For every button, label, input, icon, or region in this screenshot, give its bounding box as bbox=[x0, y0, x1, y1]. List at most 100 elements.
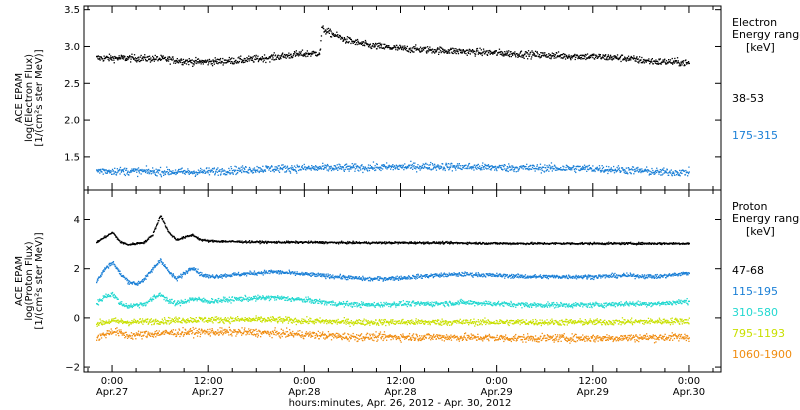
data-point bbox=[567, 57, 569, 59]
data-point bbox=[378, 47, 381, 49]
data-point bbox=[326, 276, 329, 278]
data-point bbox=[579, 169, 582, 171]
data-point bbox=[355, 242, 357, 244]
data-point bbox=[571, 242, 573, 244]
data-point bbox=[172, 58, 174, 60]
data-point bbox=[486, 168, 488, 170]
data-point bbox=[177, 60, 179, 62]
data-point bbox=[177, 238, 179, 240]
data-point bbox=[184, 173, 186, 175]
data-point bbox=[182, 170, 185, 172]
data-point bbox=[313, 168, 315, 171]
data-point bbox=[439, 243, 442, 245]
data-point bbox=[255, 272, 257, 274]
data-point bbox=[496, 169, 498, 172]
data-point bbox=[271, 166, 273, 168]
data-point bbox=[454, 52, 456, 54]
data-point bbox=[109, 262, 111, 265]
data-point bbox=[448, 272, 450, 274]
data-point bbox=[322, 274, 324, 276]
data-point bbox=[215, 60, 217, 63]
data-point bbox=[490, 165, 492, 167]
data-point bbox=[433, 51, 435, 53]
data-point bbox=[312, 167, 314, 169]
data-point bbox=[533, 165, 535, 167]
data-point bbox=[150, 171, 152, 173]
data-point bbox=[292, 54, 294, 57]
data-point bbox=[681, 172, 683, 175]
data-point bbox=[283, 272, 286, 274]
data-point bbox=[313, 273, 315, 276]
data-point bbox=[216, 275, 219, 277]
data-point bbox=[585, 54, 587, 56]
data-point bbox=[485, 164, 487, 167]
data-point bbox=[193, 60, 195, 62]
data-point bbox=[136, 284, 138, 286]
data-point bbox=[651, 167, 653, 170]
data-point bbox=[640, 171, 642, 174]
data-point bbox=[617, 58, 620, 61]
data-point bbox=[271, 58, 273, 61]
data-point bbox=[680, 170, 683, 172]
data-point bbox=[404, 45, 406, 47]
data-point bbox=[575, 171, 577, 174]
data-point bbox=[136, 168, 138, 170]
data-point bbox=[402, 241, 404, 243]
data-point bbox=[352, 167, 354, 169]
data-point bbox=[528, 169, 530, 171]
data-point bbox=[358, 277, 360, 279]
data-point bbox=[469, 49, 471, 51]
data-point bbox=[182, 271, 185, 274]
data-point bbox=[111, 168, 114, 171]
data-point bbox=[126, 58, 128, 60]
data-point bbox=[594, 169, 596, 171]
data-point bbox=[169, 233, 171, 235]
data-point bbox=[577, 57, 579, 60]
data-point bbox=[540, 56, 542, 58]
data-point bbox=[609, 168, 612, 170]
data-point bbox=[460, 49, 462, 51]
data-point bbox=[369, 276, 371, 279]
data-point bbox=[462, 243, 464, 245]
data-point bbox=[353, 163, 356, 165]
data-point bbox=[546, 169, 549, 171]
data-point bbox=[591, 54, 593, 57]
data-point bbox=[482, 51, 484, 53]
data-point bbox=[164, 225, 167, 227]
data-point bbox=[201, 240, 204, 242]
data-point bbox=[284, 165, 286, 167]
data-point bbox=[126, 173, 128, 175]
data-point bbox=[333, 165, 335, 167]
data-point bbox=[493, 166, 495, 169]
data-point bbox=[375, 169, 377, 171]
data-point bbox=[562, 243, 564, 245]
data-point bbox=[629, 242, 631, 244]
data-point bbox=[408, 276, 411, 278]
data-point bbox=[442, 51, 445, 53]
data-point bbox=[611, 59, 613, 61]
data-point bbox=[624, 172, 626, 174]
data-point bbox=[397, 278, 399, 280]
data-point bbox=[187, 269, 189, 272]
data-point bbox=[103, 269, 105, 271]
data-point bbox=[306, 272, 308, 274]
data-point bbox=[388, 276, 390, 279]
data-point bbox=[587, 243, 589, 245]
data-point bbox=[337, 169, 339, 171]
data-point bbox=[402, 276, 404, 279]
data-point bbox=[119, 240, 121, 242]
data-point bbox=[563, 55, 565, 58]
data-point bbox=[661, 169, 663, 171]
data-point bbox=[387, 165, 390, 167]
data-point bbox=[248, 240, 251, 242]
data-point bbox=[453, 166, 455, 168]
data-point bbox=[174, 172, 176, 175]
data-point bbox=[522, 243, 524, 245]
data-point bbox=[386, 162, 388, 164]
data-point bbox=[125, 57, 127, 60]
data-point bbox=[102, 58, 104, 60]
data-point bbox=[382, 277, 384, 280]
data-point bbox=[350, 275, 352, 277]
data-point bbox=[542, 243, 545, 245]
data-point bbox=[461, 271, 463, 274]
